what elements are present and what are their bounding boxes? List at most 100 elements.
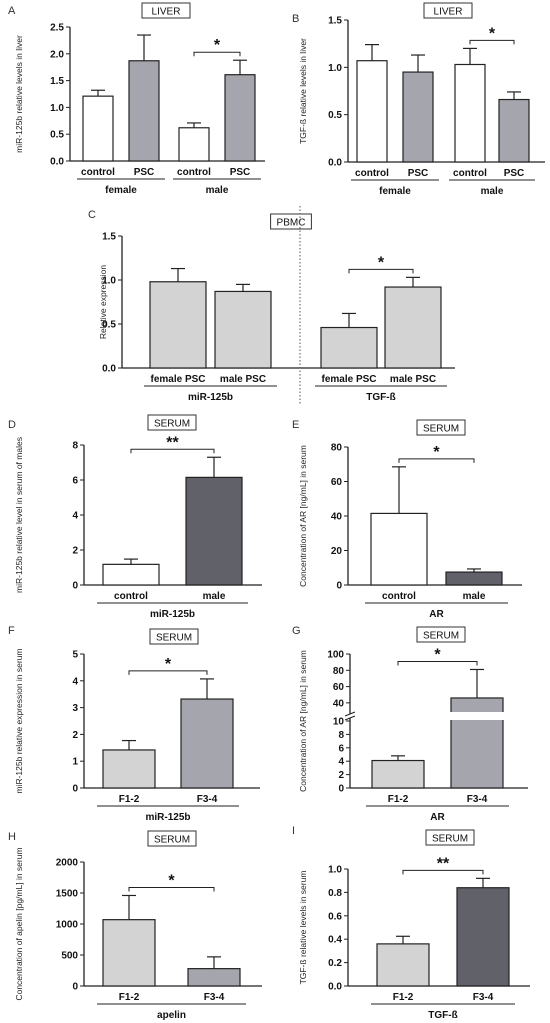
panel-d-x-tick-label: control	[114, 591, 148, 602]
panel-e-bar	[445, 571, 503, 586]
panel-b-letter: B	[292, 13, 299, 25]
panel-b-y-tick-label: 0.5	[328, 110, 342, 121]
panel-i-y-tick-label: 0.0	[328, 982, 342, 993]
panel-a-bar	[178, 127, 210, 162]
panel-i-letter: I	[292, 825, 295, 837]
panel-c-group-label: miR-125b	[188, 392, 233, 403]
panel-h-group-label: apelin	[157, 1010, 186, 1021]
panel-f-x-tick-label: F3-4	[197, 794, 218, 805]
panel-h-x-tick-label: F1-2	[119, 992, 140, 1003]
panel-i-title: SERUM	[432, 834, 468, 845]
panel-h-letter: H	[8, 831, 16, 843]
panel-b-x-tick-label: PSC	[504, 168, 525, 179]
panel-f-y-tick-label: 2	[72, 730, 78, 741]
panel-g-y-tick-label: 80	[333, 666, 345, 677]
panel-i-bar	[456, 887, 510, 987]
panel-f-letter: F	[8, 625, 15, 637]
panel-e-letter: E	[292, 419, 299, 431]
panel-f-y-label: miR-125b relative expression in serum	[14, 648, 24, 793]
panel-d-letter: D	[8, 419, 16, 431]
panel-e-y-label: Concentration of AR [ng/mL] in serum	[298, 445, 308, 587]
panel-d-y-tick-label: 2	[72, 546, 78, 557]
panel-a-x-tick-label: control	[81, 167, 115, 178]
panel-g-y-tick-label: 4	[338, 757, 344, 768]
panel-h-y-tick-label: 1000	[56, 920, 79, 931]
panel-i-bar	[376, 943, 430, 987]
panel-b-group-label: female	[379, 186, 411, 197]
panel-g-y-label: Concentration of AR [ng/mL] in serum	[298, 650, 308, 792]
panel-b-x-tick-label: control	[355, 168, 389, 179]
panel-f-bar	[102, 749, 156, 789]
panel-h-y-tick-label: 0	[72, 982, 78, 993]
panel-g-y-tick-label: 40	[333, 698, 345, 709]
panel-g-title-box	[416, 626, 466, 643]
panel-c-x-tick-label: female PSC	[150, 374, 205, 385]
panel-h-y-tick-label: 1500	[56, 889, 79, 900]
panel-b-sig-label: *	[489, 25, 496, 42]
panel-a-title: LIVER	[152, 7, 181, 18]
panel-a-x-tick-label: control	[177, 167, 211, 178]
panel-d-y-tick-label: 6	[72, 476, 78, 487]
panel-e-group-label: AR	[429, 609, 444, 620]
panel-h-y-tick-label: 2000	[56, 858, 79, 869]
panel-f-y-tick-label: 5	[72, 650, 78, 661]
panel-d-y-label: miR-125b relative level in serum of male…	[14, 437, 24, 593]
panel-e-x-tick-label: male	[463, 591, 486, 602]
panel-i-y-label: TGF-ß relative levels in serum	[298, 871, 308, 985]
panel-c-sig-bracket	[348, 268, 414, 274]
panel-c-sig-label: *	[378, 254, 385, 271]
panel-c-bar	[149, 281, 207, 369]
panel-a-y-label: miR-125b relative levels in liver	[14, 35, 24, 153]
panel-g-group-label: AR	[430, 812, 445, 823]
panel-c-y-tick-label: 1.0	[102, 276, 116, 287]
panel-b-x-tick-label: PSC	[408, 168, 429, 179]
panel-h-x-tick-label: F3-4	[204, 992, 225, 1003]
panel-d-title-box	[147, 414, 197, 431]
panel-b-bar	[402, 71, 434, 163]
panel-c-x-tick-label: male PSC	[390, 374, 436, 385]
panel-b-bar	[454, 63, 486, 163]
panel-e-sig-bracket	[398, 458, 475, 463]
panel-e-bar	[370, 512, 428, 586]
panel-d-x-tick-label: male	[203, 591, 226, 602]
panel-a-y-tick-label: 2.0	[50, 49, 64, 60]
panel-i-sig-bracket	[402, 869, 484, 875]
panel-h-y-tick-label: 500	[61, 951, 78, 962]
panel-f-y-tick-label: 0	[72, 784, 78, 795]
panel-i-sig-label: **	[437, 855, 450, 872]
panel-d-y-tick-label: 4	[72, 511, 78, 522]
panel-c-bar	[214, 290, 272, 369]
panel-b-bar	[356, 60, 388, 163]
panel-g-axis-break-mark	[344, 715, 356, 721]
panel-a-group-label: male	[206, 185, 229, 196]
panel-b-bar	[498, 98, 530, 163]
panel-g-y-tick-label: 100	[327, 650, 344, 661]
panel-c-group-label: TGF-ß	[366, 392, 395, 403]
panel-d-y-tick-label: 8	[72, 441, 78, 452]
panel-g-y-tick-label: 10	[333, 717, 345, 728]
panel-a-bar	[224, 74, 256, 162]
panel-i-y-tick-label: 0.4	[328, 935, 342, 946]
panel-e-y-tick-label: 0	[336, 581, 342, 592]
panel-d-sig-label: **	[166, 434, 179, 451]
panel-c-letter: C	[88, 209, 96, 221]
panel-c-y-tick-label: 0.0	[102, 364, 116, 375]
panel-c-x-tick-label: female PSC	[321, 374, 376, 385]
panel-c-y-label: Relative expression	[98, 265, 108, 339]
panel-g-axis-break-mark	[344, 711, 356, 717]
panel-b-title: LIVER	[434, 7, 463, 18]
panel-f-sig-bracket	[128, 670, 208, 675]
panel-b-y-label: TGF-ß relative levels in liver	[298, 38, 308, 144]
panel-f-group-label: miR-125b	[145, 812, 190, 823]
panel-g-y-tick-label: 0	[338, 784, 344, 795]
panel-e-y-tick-label: 80	[331, 443, 343, 454]
panel-g-title: SERUM	[423, 631, 459, 642]
panel-a-y-tick-label: 2.5	[50, 23, 64, 34]
panel-d-title: SERUM	[154, 419, 190, 430]
panel-a-x-tick-label: PSC	[134, 167, 155, 178]
panel-a-sig-bracket	[193, 51, 241, 57]
panel-g-y-tick-label: 8	[338, 730, 344, 741]
panel-e-y-tick-label: 40	[331, 512, 343, 523]
panel-i-y-tick-label: 0.2	[328, 958, 342, 969]
